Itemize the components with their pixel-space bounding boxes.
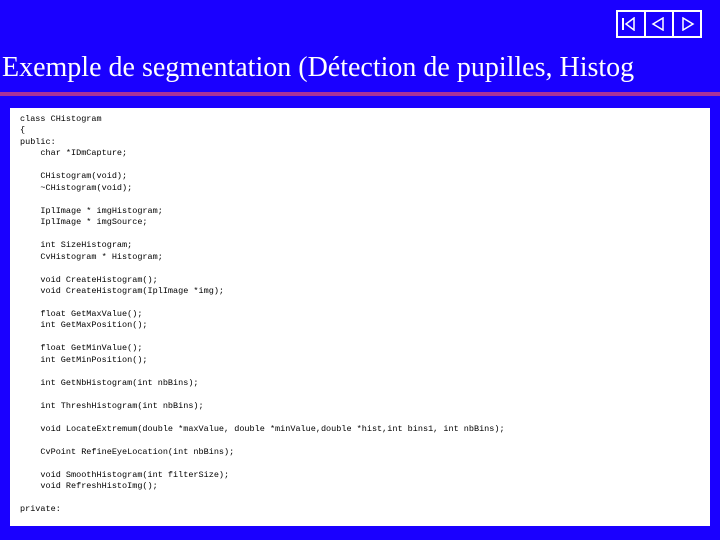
code-content: class CHistogram { public: char *IDmCapt…	[20, 114, 505, 526]
nav-next-button[interactable]	[672, 10, 702, 38]
nav-prev-button[interactable]	[644, 10, 674, 38]
title-underline	[0, 92, 720, 96]
code-panel: class CHistogram { public: char *IDmCapt…	[10, 108, 710, 526]
slide-title: Exemple de segmentation (Détection de pu…	[2, 52, 634, 84]
nav-first-button[interactable]	[616, 10, 646, 38]
